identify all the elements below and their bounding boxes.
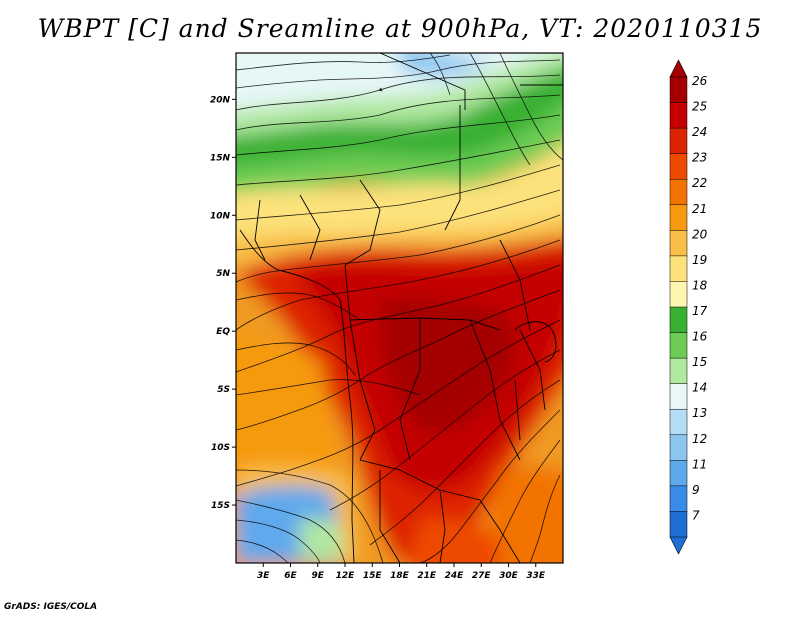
colorbar-swatch (669, 127, 688, 155)
lat-tick-label: EQ (216, 327, 230, 337)
lon-tick-label: 33E (526, 571, 546, 581)
lon-tick-label: 18E (390, 571, 410, 581)
colorbar-swatch (669, 178, 688, 206)
colorbar-label: 7 (692, 508, 700, 522)
lat-tick-label: 5N (216, 269, 230, 279)
lon-tick-label: 6E (284, 571, 297, 581)
colorbar-swatch (669, 408, 688, 436)
colorbar-label: 23 (692, 151, 707, 165)
colorbar-label: 19 (692, 253, 707, 267)
colorbar-swatch (669, 332, 688, 359)
colorbar-label: 24 (692, 125, 707, 139)
lat-tick-label: 15S (211, 501, 230, 511)
colorbar-swatch (669, 204, 688, 231)
colorbar-label: 15 (692, 355, 707, 369)
colorbar-label: 9 (692, 483, 700, 497)
colorbar-swatch (669, 434, 688, 461)
colorbar-label: 16 (692, 330, 708, 344)
colorbar-swatch (669, 460, 688, 487)
colorbar-swatch (669, 485, 688, 512)
latitude-axis: 20N 15N 10N 5N EQ 5S 10S 15S (210, 95, 236, 511)
footer-credit: GrADS: IGES/COLA (4, 602, 98, 612)
colorbar-swatch (669, 306, 688, 334)
lat-tick-label: 20N (210, 95, 231, 105)
lat-tick-label: 10N (210, 211, 231, 221)
lat-tick-label: 15N (210, 153, 231, 163)
lon-tick-label: 27E (472, 571, 492, 581)
lon-tick-label: 15E (363, 571, 383, 581)
lon-tick-label: 30E (499, 571, 519, 581)
colorbar: 26 25 24 23 22 21 20 19 18 17 16 15 14 13 12 11 9 7 (669, 59, 708, 555)
colorbar-label: 11 (692, 457, 707, 471)
colorbar-swatch (669, 230, 688, 257)
colorbar-swatch (669, 255, 688, 282)
temperature-field (236, 53, 563, 563)
lon-tick-label: 21E (417, 571, 437, 581)
longitude-axis: 3E 6E 9E 12E 15E 18E 21E 24E 27E 30E 33E (257, 563, 546, 581)
colorbar-label: 21 (692, 202, 707, 216)
colorbar-label: 14 (692, 381, 707, 395)
lon-tick-label: 24E (445, 571, 465, 581)
colorbar-label: 13 (692, 406, 707, 420)
colorbar-label: 18 (692, 278, 708, 292)
colorbar-swatch (669, 102, 688, 129)
lon-tick-label: 9E (312, 571, 325, 581)
colorbar-top-arrow (669, 59, 688, 78)
colorbar-swatch (669, 153, 688, 180)
colorbar-label: 25 (692, 100, 707, 114)
colorbar-swatch (669, 281, 688, 308)
lon-tick-label: 12E (336, 571, 356, 581)
lon-tick-label: 3E (257, 571, 270, 581)
lat-tick-label: 10S (211, 443, 230, 453)
colorbar-bottom-arrow (669, 536, 688, 555)
map-title: WBPT [C] and Sreamline at 900hPa, VT: 20… (37, 14, 763, 43)
colorbar-swatch (669, 357, 688, 385)
colorbar-label: 22 (692, 176, 707, 190)
colorbar-label: 26 (692, 74, 708, 88)
colorbar-label: 20 (692, 227, 708, 241)
colorbar-label: 17 (692, 304, 708, 318)
colorbar-swatch (669, 383, 688, 410)
colorbar-swatch (669, 511, 688, 538)
colorbar-swatch (669, 76, 688, 104)
colorbar-label: 12 (692, 432, 707, 446)
lat-tick-label: 5S (217, 385, 230, 395)
